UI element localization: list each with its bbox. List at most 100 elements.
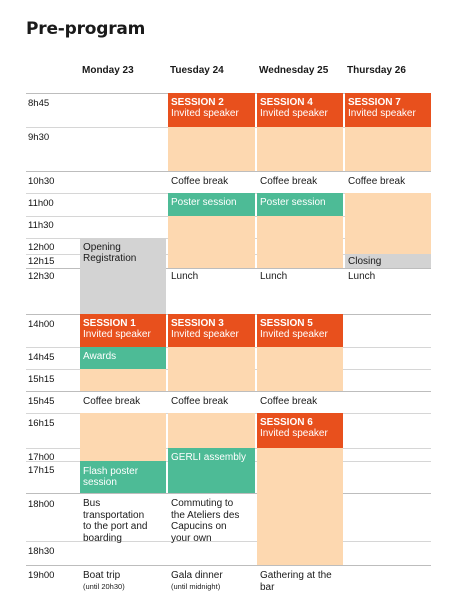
wednesday-slot-block — [257, 347, 343, 391]
time-label: 17h15 — [28, 465, 55, 476]
session-3-title: SESSION 3 — [171, 318, 224, 329]
commute-line: the Ateliers des — [171, 509, 240, 521]
bus-line: to the port and — [83, 521, 148, 532]
grid-line — [26, 268, 431, 269]
tuesday-session-2-block: SESSION 2 Invited speaker — [168, 93, 255, 127]
monday-boat-trip: Boat trip (until 20h30) — [83, 570, 125, 591]
wednesday-coffee-break-am: Coffee break — [260, 176, 318, 187]
tuesday-coffee-break-pm: Coffee break — [171, 396, 229, 407]
thursday-slot-block — [345, 193, 431, 254]
time-label: 14h00 — [28, 319, 55, 330]
session-2-title: SESSION 2 — [171, 97, 224, 108]
session-1-title: SESSION 1 — [83, 318, 136, 329]
gala-dinner-note: (until midnight) — [171, 581, 221, 591]
time-label: 9h30 — [28, 132, 50, 143]
tuesday-poster-session-block: Poster session — [168, 193, 255, 216]
time-label: 12h15 — [28, 256, 55, 267]
time-label: 12h30 — [28, 271, 55, 282]
session-4-title: SESSION 4 — [260, 97, 313, 108]
monday-opening-label: Opening — [83, 242, 121, 253]
session-5-subtitle: Invited speaker — [260, 329, 328, 340]
time-label: 14h45 — [28, 352, 55, 363]
closing-label: Closing — [348, 256, 382, 267]
day-header-wednesday: Wednesday 25 — [259, 65, 329, 76]
bus-line: transportation — [83, 509, 145, 521]
tuesday-gala-dinner: Gala dinner (until midnight) — [171, 570, 223, 591]
gathering-line: bar — [260, 581, 275, 593]
wednesday-slot-block — [257, 127, 343, 171]
time-label: 12h00 — [28, 242, 55, 253]
time-label: 16h15 — [28, 418, 55, 429]
time-label: 17h00 — [28, 452, 55, 463]
time-label: 10h30 — [28, 176, 55, 187]
tuesday-slot-block — [168, 347, 255, 391]
wednesday-session-6-block: SESSION 6 Invited speaker — [257, 413, 343, 448]
tuesday-gerli-assembly-block: GERLI assembly — [168, 448, 255, 493]
time-label: 15h15 — [28, 374, 55, 385]
grid-line — [26, 541, 431, 542]
time-label: 11h30 — [28, 220, 54, 231]
time-label: 18h30 — [28, 546, 55, 557]
monday-awards-label: Awards — [83, 351, 117, 362]
session-6-subtitle: Invited speaker — [260, 428, 328, 439]
grid-line — [26, 493, 431, 494]
flash-poster-line: Flash poster — [83, 466, 139, 477]
thursday-closing-block: Closing — [345, 254, 431, 268]
session-2-subtitle: Invited speaker — [171, 108, 239, 119]
time-label: 8h45 — [28, 98, 50, 109]
grid-line — [26, 565, 431, 566]
monday-opening-registration-block: Opening Registration — [80, 238, 166, 314]
wednesday-coffee-break-pm: Coffee break — [260, 396, 318, 407]
session-1-subtitle: Invited speaker — [83, 329, 151, 340]
session-5-title: SESSION 5 — [260, 318, 313, 329]
monday-awards-block: Awards — [80, 347, 166, 369]
tuesday-slot-block — [168, 216, 255, 268]
thursday-slot-block — [345, 127, 431, 171]
wednesday-lunch: Lunch — [260, 271, 288, 282]
wednesday-session-5-block: SESSION 5 Invited speaker — [257, 314, 343, 347]
wednesday-poster-session-block: Poster session — [257, 193, 343, 216]
session-3-subtitle: Invited speaker — [171, 329, 239, 340]
wednesday-slot-block — [257, 448, 343, 565]
monday-flash-poster-block: Flash poster session — [80, 461, 166, 493]
day-header-thursday: Thursday 26 — [347, 65, 406, 76]
session-7-subtitle: Invited speaker — [348, 108, 416, 119]
grid-line — [26, 171, 431, 172]
monday-bus-transport: Bus transportation to the port and board… — [83, 498, 148, 544]
tuesday-commuting: Commuting to the Ateliers des Capucins o… — [171, 498, 239, 544]
commute-line: Capucins on — [171, 521, 227, 532]
commute-line: Commuting to — [171, 498, 234, 509]
wednesday-session-4-block: SESSION 4 Invited speaker — [257, 93, 343, 127]
monday-coffee-break: Coffee break — [83, 396, 141, 407]
thursday-lunch: Lunch — [348, 271, 376, 282]
tuesday-lunch: Lunch — [171, 271, 199, 282]
tuesday-slot-block — [168, 127, 255, 171]
session-6-title: SESSION 6 — [260, 417, 313, 428]
time-label: 18h00 — [28, 499, 55, 510]
gerli-assembly-label: GERLI assembly — [171, 452, 247, 463]
monday-session-1-block: SESSION 1 Invited speaker — [80, 314, 166, 347]
tuesday-slot-block — [168, 413, 255, 448]
tuesday-coffee-break-am: Coffee break — [171, 176, 229, 187]
flash-poster-line: session — [83, 477, 117, 488]
tuesday-session-3-block: SESSION 3 Invited speaker — [168, 314, 255, 347]
commute-line: your own — [171, 532, 212, 544]
tuesday-poster-label: Poster session — [171, 197, 237, 208]
thursday-session-7-block: SESSION 7 Invited speaker — [345, 93, 431, 127]
page-title: Pre-program — [26, 19, 146, 39]
gala-dinner-label: Gala dinner — [171, 570, 223, 581]
wednesday-gathering: Gathering at the bar — [260, 570, 332, 593]
thursday-coffee-break: Coffee break — [348, 176, 406, 187]
grid-line — [26, 391, 431, 392]
boat-trip-label: Boat trip — [83, 570, 121, 581]
monday-slot-block — [80, 413, 166, 461]
monday-slot-block — [80, 369, 166, 391]
session-7-title: SESSION 7 — [348, 97, 401, 108]
wednesday-slot-block — [257, 216, 343, 268]
monday-registration-label: Registration — [83, 253, 137, 264]
wednesday-poster-label: Poster session — [260, 197, 326, 208]
day-header-tuesday: Tuesday 24 — [170, 65, 224, 76]
time-label: 15h45 — [28, 396, 55, 407]
time-label: 19h00 — [28, 570, 55, 581]
gathering-line: Gathering at the — [260, 570, 332, 581]
